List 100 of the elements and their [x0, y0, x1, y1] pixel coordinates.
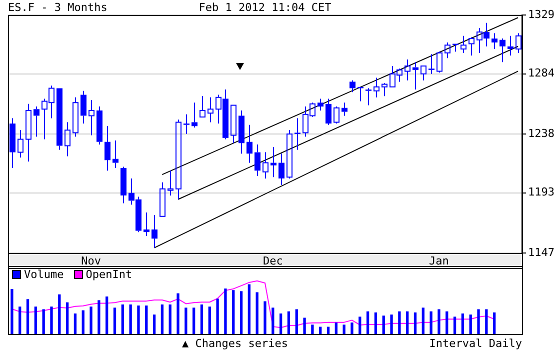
candlestick [144, 212, 150, 236]
candlestick [152, 214, 158, 248]
candlestick [26, 103, 32, 162]
x-tick-label: Nov [81, 254, 102, 268]
candlestick [412, 62, 418, 90]
bar [248, 284, 251, 334]
bar [406, 311, 409, 334]
bar [334, 322, 338, 334]
candlestick [318, 98, 324, 111]
y-tick-label: 1329 [528, 8, 554, 21]
bar [287, 311, 290, 334]
bar [216, 298, 219, 334]
chart-title: ES.F - 3 Months [8, 1, 108, 14]
candlestick [72, 96, 78, 138]
candlestick [64, 122, 70, 157]
bar [106, 296, 108, 334]
bar [192, 308, 196, 334]
candlestick [200, 96, 206, 118]
bar [279, 313, 282, 334]
candlestick [34, 106, 40, 138]
candlestick [160, 182, 166, 217]
candlestick [468, 36, 474, 56]
candlestick [88, 100, 94, 136]
bar [200, 304, 204, 334]
y-tick-label: 1238 [528, 126, 554, 140]
candlestick [254, 144, 260, 176]
bar [461, 313, 464, 334]
candlestick [366, 88, 372, 106]
bar [342, 324, 346, 334]
candlestick [80, 90, 86, 124]
candlestick [112, 140, 118, 168]
bar [129, 304, 132, 334]
bar [176, 293, 180, 334]
bar [469, 314, 472, 334]
bar [42, 309, 45, 334]
candlestick [270, 146, 276, 178]
bar [374, 312, 378, 334]
candlestick [350, 80, 356, 93]
bar [18, 306, 22, 334]
x-tick-label: Dec [262, 254, 283, 268]
bar [160, 304, 164, 334]
bar [366, 311, 370, 334]
y-tick-label: 1147 [528, 246, 554, 259]
bar [66, 302, 69, 334]
candlestick [192, 102, 198, 128]
bar [98, 300, 100, 334]
bar [232, 290, 235, 334]
legend-label: OpenInt [84, 268, 132, 281]
bar [358, 316, 362, 334]
text: ▲ Changes series [182, 337, 288, 350]
bar [26, 299, 30, 334]
candlestick [10, 118, 16, 168]
candlestick [120, 166, 126, 204]
x-tick-label: Jan [429, 254, 449, 268]
bar [152, 314, 156, 334]
y-tick-label: 1193 [528, 186, 554, 199]
bar [350, 322, 354, 334]
bar [430, 311, 432, 334]
bar [240, 291, 243, 334]
candlestick [96, 106, 102, 145]
bar [414, 312, 417, 334]
bar [58, 294, 61, 334]
bar [113, 308, 116, 334]
bar [264, 301, 266, 334]
bar [477, 309, 480, 334]
candlestick [382, 82, 388, 97]
bar [382, 316, 385, 334]
bar [145, 306, 148, 334]
candlestick [246, 124, 252, 164]
bar [311, 324, 314, 334]
bar [137, 306, 140, 334]
bar [256, 292, 258, 334]
bar [90, 306, 92, 334]
bar [326, 326, 330, 334]
bar [422, 308, 424, 334]
text: Interval Daily [429, 337, 522, 350]
chart-subtitle: Feb 1 2012 11:04 CET [198, 1, 332, 14]
candlestick [428, 54, 434, 74]
candlestick [460, 35, 466, 54]
bar [34, 306, 38, 334]
candlestick [294, 118, 300, 150]
candlestick [278, 153, 284, 186]
candlestick [230, 104, 236, 144]
y-tick-label: 1284 [528, 66, 555, 80]
bar [184, 308, 188, 334]
candlestick [420, 66, 426, 81]
bar [74, 313, 77, 334]
candlestick [492, 32, 498, 50]
candlestick [374, 77, 380, 98]
bar [492, 312, 496, 334]
candlestick [326, 98, 332, 126]
candlestick [342, 102, 348, 116]
bar [50, 306, 53, 334]
candlestick [508, 35, 514, 56]
candlestick [238, 110, 244, 154]
candlestick [104, 126, 110, 172]
bar [10, 289, 14, 334]
bar [272, 308, 274, 334]
candlestick [176, 119, 182, 200]
legend-label: Volume [23, 268, 64, 281]
